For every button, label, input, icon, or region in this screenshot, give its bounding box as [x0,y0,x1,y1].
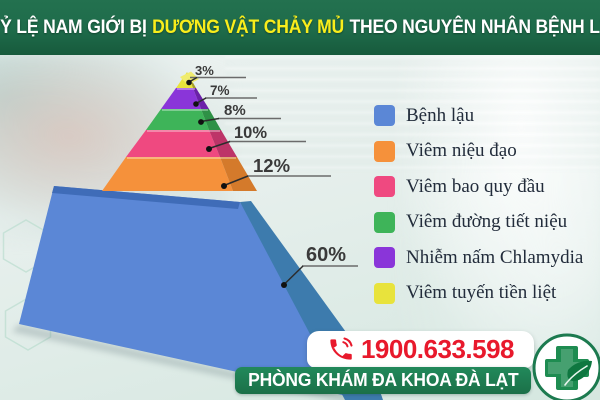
legend-label: Viêm tuyến tiền liệt [406,282,557,304]
callout-3pct: 3% [186,63,246,86]
title-highlight: DƯƠNG VẬT CHẢY MỦ [151,16,344,38]
title-banner: TỶ LỆ NAM GIỚI BỊ DƯƠNG VẬT CHẢY MỦ THEO… [0,0,600,55]
legend-label: Viêm đường tiết niệu [406,211,568,233]
legend-item-viem-tuyen-tien-liet: Viêm tuyến tiền liệt [374,282,583,304]
svg-text:60%: 60% [306,244,346,266]
segment-viem-nieu-dao [102,157,257,191]
segment-viem-bao-quy-dau [126,130,237,157]
title-prefix: TỶ LỆ NAM GIỚI BỊ [0,16,147,38]
legend-swatch-blue [374,105,395,126]
legend-label: Viêm bao quy đầu [406,175,545,197]
hotline-number: 1900.633.598 [360,334,515,364]
hotline-pill: 1900.633.598 [307,331,534,368]
legend-item-viem-duong-tiet-nieu: Viêm đường tiết niệu [374,211,583,233]
svg-text:10%: 10% [234,124,267,142]
legend: Bệnh lậu Viêm niệu đạo Viêm bao quy đầu … [374,105,583,304]
clinic-name: PHÒNG KHÁM ĐA KHOA ĐÀ LẠT [247,370,519,390]
svg-text:8%: 8% [224,102,246,119]
legend-item-nhiem-nam-chlamydia: Nhiễm nấm Chlamydia [374,246,584,269]
clinic-logo [532,333,600,400]
legend-swatch-purple [374,247,395,269]
legend-swatch-green [374,211,395,233]
svg-text:3%: 3% [195,63,214,78]
title-suffix: THEO NGUYÊN NHÂN BỆNH LÝ [349,16,600,38]
legend-label: Nhiễm nấm Chlamydia [406,246,584,268]
callout-60pct: 60% [281,244,358,288]
legend-swatch-yellow [374,282,395,304]
legend-swatch-orange [374,140,395,162]
svg-text:7%: 7% [210,83,230,98]
svg-text:12%: 12% [253,155,290,176]
clinic-name-bar: PHÒNG KHÁM ĐA KHOA ĐÀ LẠT [235,367,531,394]
legend-item-viem-bao-quy-dau: Viêm bao quy đầu [374,175,583,198]
legend-item-benh-lau: Bệnh lậu [374,105,583,126]
segment-nhiem-nam-chlamydia [161,88,209,109]
leaf-icon [564,360,592,386]
legend-item-viem-nieu-dao: Viêm niệu đạo [374,140,583,162]
legend-label: Viêm niệu đạo [406,140,517,162]
legend-label: Bệnh lậu [406,104,475,126]
phone-icon [330,337,353,360]
page-title: TỶ LỆ NAM GIỚI BỊ DƯƠNG VẬT CHẢY MỦ THEO… [0,16,600,39]
legend-swatch-pink [374,176,395,198]
